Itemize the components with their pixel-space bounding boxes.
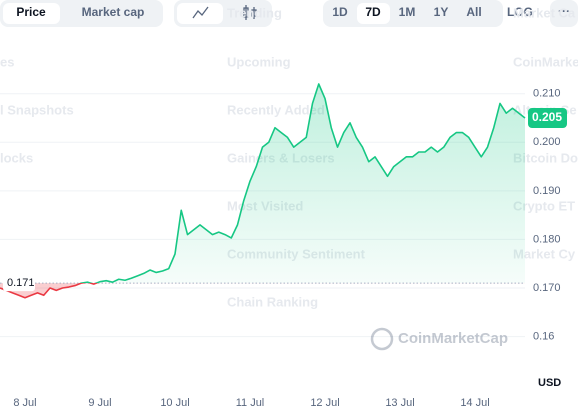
line-icon (192, 6, 209, 19)
tab-active (3, 3, 60, 24)
area (0, 84, 525, 298)
menu-text: es (0, 54, 14, 69)
menu-text: Recently Added (227, 102, 325, 117)
range-button[interactable]: 7D (365, 5, 381, 19)
range-button[interactable]: 1D (332, 5, 348, 19)
menu-text: locks (0, 150, 33, 165)
range-button[interactable]: 1Y (434, 5, 449, 19)
x-tick-label: 9 Jul (88, 397, 111, 409)
price-line (0, 83, 526, 299)
price-badge-label: 0.205 (532, 110, 562, 124)
menu-text: Market Ca (513, 5, 576, 20)
x-tick-label: 13 Jul (385, 397, 414, 409)
tab[interactable]: Market cap (82, 5, 145, 19)
y-tick-label: 0.170 (533, 282, 561, 294)
menu-text: Market Cy (513, 246, 576, 261)
y-tick-label: 0.190 (533, 185, 561, 197)
watermark-logo (370, 327, 394, 351)
candle-icon[interactable] (243, 5, 257, 20)
y-tick-label: 0.210 (533, 88, 561, 100)
price-badge (528, 108, 567, 128)
x-tick-label: 11 Jul (236, 397, 265, 409)
watermark: CoinMarketCap (370, 327, 508, 351)
x-tick-label: 12 Jul (310, 397, 339, 409)
x-tick-label: 14 Jul (460, 397, 489, 409)
range-button[interactable]: 1M (399, 5, 416, 19)
menu-text: l Snapshots (0, 102, 74, 117)
range-active (357, 3, 390, 24)
y-axis-label: USD (538, 377, 561, 389)
baseline-label: 0.171 (7, 277, 35, 289)
menu-text: Trending (227, 5, 282, 20)
baseline-label-bg (3, 275, 35, 292)
y-tick-label: 0.200 (533, 136, 561, 148)
menu-text: Crypto ET (513, 198, 575, 213)
x-tick-label: 10 Jul (160, 397, 189, 409)
menu-text: CoinMarke (513, 54, 578, 69)
menu-text: Upcoming (227, 54, 291, 69)
range-button[interactable]: All (466, 5, 481, 19)
log-button[interactable]: LOG (507, 5, 533, 19)
x-tick-label: 8 Jul (13, 397, 36, 409)
menu-text: Chain Ranking (227, 294, 318, 309)
tab[interactable]: Price (16, 5, 46, 19)
watermark-text: CoinMarketCap (398, 330, 508, 347)
more-button[interactable]: ··· (558, 4, 570, 18)
more-bg (550, 0, 578, 27)
menu-text: Bitcoin Do (513, 150, 578, 165)
y-tick-label: 0.16 (533, 330, 554, 342)
y-tick-label: 0.180 (533, 233, 561, 245)
